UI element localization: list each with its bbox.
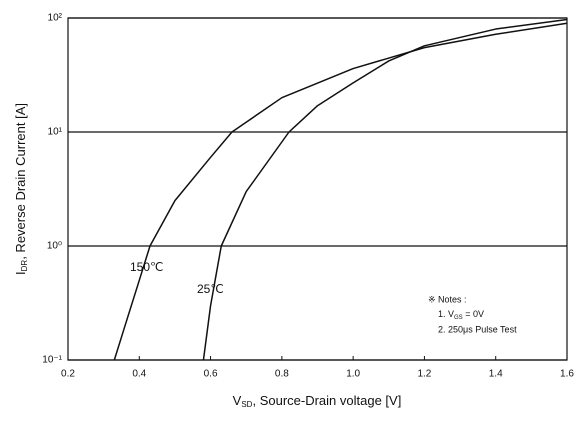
x-tick-label: 0.4 bbox=[132, 369, 146, 380]
series-label: 150℃ bbox=[130, 260, 164, 274]
notes-title: ※ Notes : bbox=[428, 294, 467, 304]
y-tick-label: 10⁻¹ bbox=[42, 355, 62, 366]
x-axis-label: VSD, Source-Drain voltage [V] bbox=[233, 393, 402, 409]
y-tick-label: 10¹ bbox=[48, 127, 63, 138]
note-1: 1. VGS = 0V bbox=[438, 309, 484, 320]
x-tick-label: 1.4 bbox=[489, 369, 503, 380]
series-line bbox=[202, 18, 568, 361]
x-tick-label: 0.2 bbox=[61, 369, 75, 380]
series-label: 25℃ bbox=[197, 282, 224, 296]
y-tick-label: 10⁰ bbox=[47, 241, 62, 252]
x-tick-label: 0.8 bbox=[275, 369, 289, 380]
x-tick-label: 1.0 bbox=[346, 369, 360, 380]
y-tick-label: 10² bbox=[48, 13, 63, 24]
note-2: 2. 250μs Pulse Test bbox=[438, 324, 517, 334]
y-axis-label: IDR, Reverse Drain Current [A] bbox=[13, 103, 29, 275]
x-tick-label: 1.6 bbox=[560, 369, 574, 380]
x-tick-label: 1.2 bbox=[417, 369, 431, 380]
x-tick-label: 0.6 bbox=[204, 369, 218, 380]
notes: ※ Notes : 1. VGS = 0V 2. 250μs Pulse Tes… bbox=[428, 294, 517, 334]
plot-frame bbox=[67, 17, 568, 361]
series-line bbox=[113, 22, 568, 361]
